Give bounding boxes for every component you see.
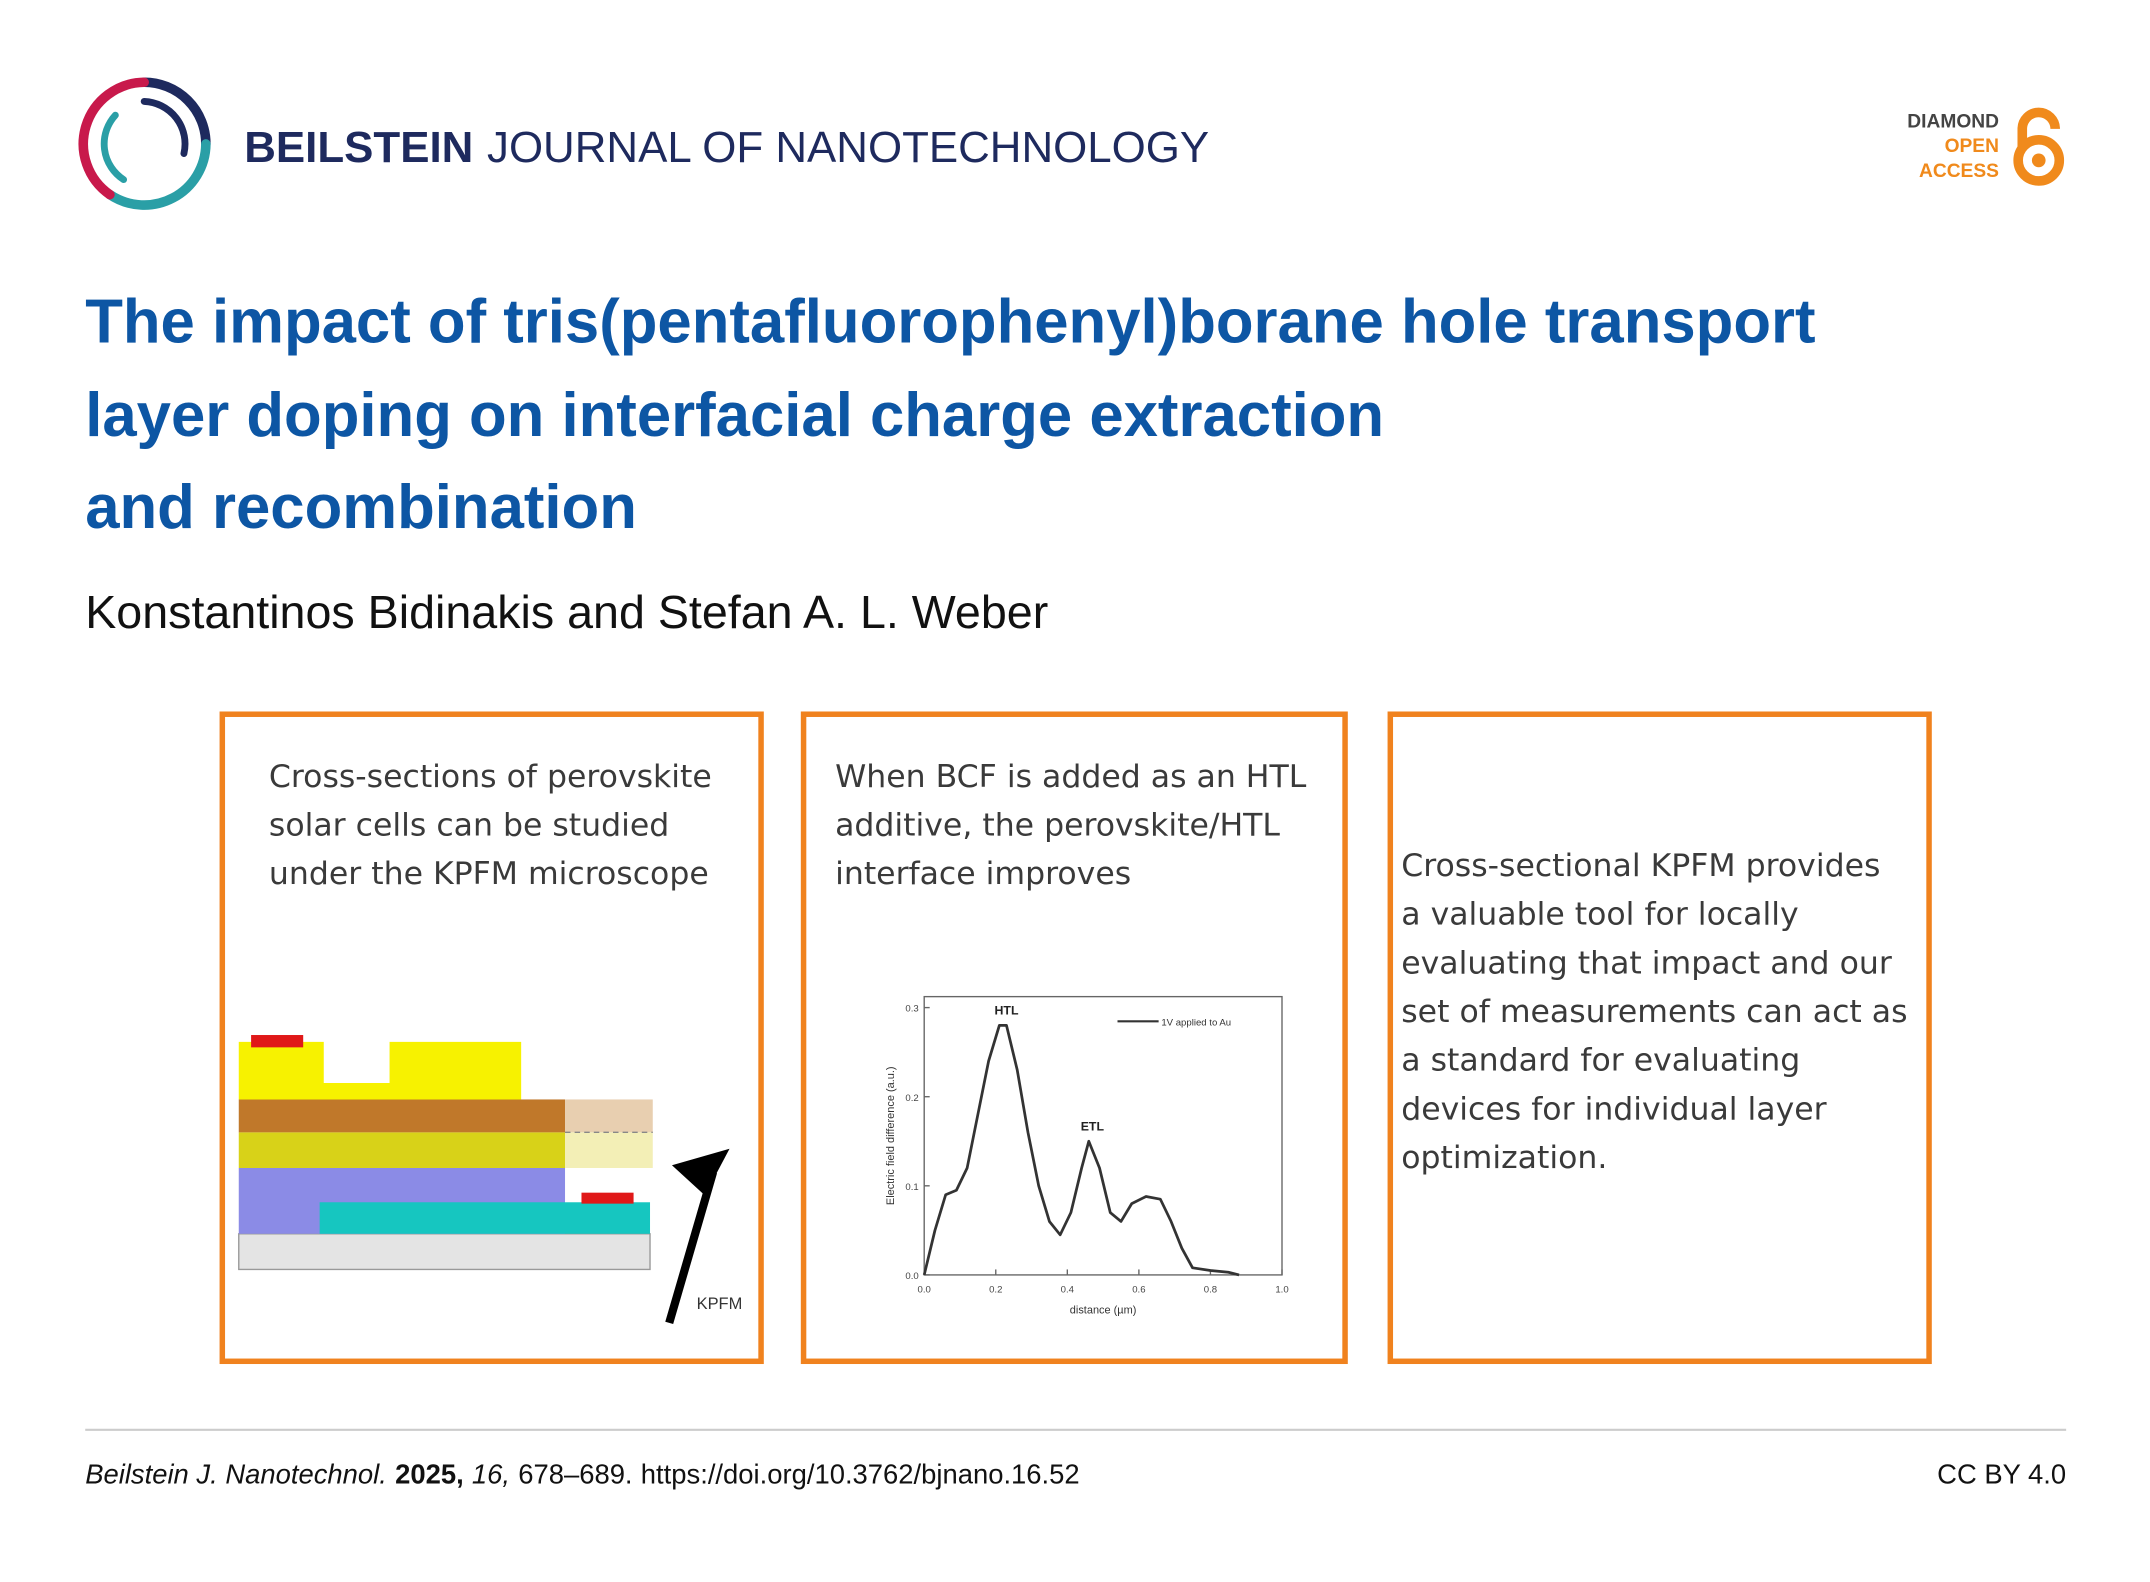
panel-text: Cross-sectional KPFM provides	[1401, 848, 1880, 884]
panel-text: optimization.	[1401, 1140, 1607, 1176]
device-layer	[565, 1132, 653, 1168]
x-tick-label: 0.6	[1132, 1285, 1145, 1296]
panel-text: additive, the perovskite/HTL	[835, 808, 1280, 844]
badge-text: OPEN	[1945, 136, 1999, 157]
panel-text: a standard for evaluating	[1401, 1043, 1800, 1079]
device-layer	[251, 1035, 304, 1048]
x-axis-label: distance (µm)	[1070, 1304, 1137, 1316]
panel-text: devices for individual layer	[1401, 1091, 1826, 1127]
panel-text: under the KPFM microscope	[269, 856, 709, 892]
citation-year: 2025,	[395, 1458, 464, 1489]
panel-text: evaluating that impact and our	[1401, 945, 1892, 981]
graphical-abstract: Cross-sections of perovskite solar cells …	[219, 711, 1932, 1365]
y-tick-label: 0.0	[905, 1271, 918, 1282]
citation-journal: Beilstein J. Nanotechnol.	[85, 1458, 387, 1489]
x-tick-label: 0.2	[989, 1285, 1002, 1296]
journal-logo	[78, 77, 211, 210]
annotation: ETL	[1081, 1119, 1105, 1133]
kpfm-cantilever	[665, 1170, 718, 1325]
device-layer	[238, 1099, 566, 1133]
x-tick-label: 0.0	[918, 1285, 931, 1296]
panel-text: interface improves	[835, 856, 1131, 892]
device-layer	[565, 1099, 653, 1133]
license: CC BY 4.0	[1937, 1458, 2066, 1489]
journal-bold: BEILSTEIN	[244, 123, 473, 172]
badge-text: ACCESS	[1919, 161, 1999, 182]
device-layer	[238, 1041, 522, 1100]
authors: Konstantinos Bidinakis and Stefan A. L. …	[85, 586, 1048, 638]
open-access-badge: DIAMOND OPEN ACCESS	[1907, 107, 2065, 186]
device-layer	[238, 1132, 566, 1168]
x-tick-label: 0.4	[1061, 1285, 1075, 1296]
journal-name: BEILSTEIN JOURNAL OF NANOTECHNOLOGY	[244, 123, 1209, 172]
y-tick-label: 0.2	[905, 1093, 918, 1104]
panel-text: set of measurements can act as	[1401, 994, 1907, 1030]
plot-frame	[923, 995, 1283, 1276]
panel-frame	[800, 711, 1348, 1365]
x-tick-label: 1.0	[1275, 1285, 1288, 1296]
x-tick-label: 0.8	[1204, 1285, 1217, 1296]
panel-text: When BCF is added as an HTL	[835, 759, 1307, 795]
citation: Beilstein J. Nanotechnol. 2025, 16, 678–689…	[85, 1458, 1079, 1489]
badge-text: DIAMOND	[1907, 111, 1999, 132]
annotation: HTL	[995, 1003, 1019, 1017]
data-line	[922, 1024, 1240, 1277]
citation-doi: https://doi.org/10.3762/bjnano.16.52	[641, 1458, 1080, 1489]
kpfm-tip	[671, 1148, 730, 1196]
title-line: layer doping on interfacial charge extra…	[85, 381, 1384, 450]
diagram-label: KPFM	[697, 1295, 743, 1313]
y-tick-label: 0.3	[905, 1004, 918, 1015]
device-layer	[319, 1202, 651, 1234]
title-line: The impact of tris(pentafluorophenyl)bor…	[85, 288, 1815, 357]
device-layer	[581, 1192, 634, 1204]
legend-label: 1V applied to Au	[1161, 1017, 1231, 1028]
panel-text: solar cells can be studied	[269, 808, 669, 844]
panel-text: Cross-sections of perovskite	[269, 759, 712, 795]
citation-pages: 678–689.	[518, 1458, 632, 1489]
journal-rest: JOURNAL OF NANOTECHNOLOGY	[487, 123, 1209, 172]
panel-text: a valuable tool for locally	[1401, 897, 1798, 933]
y-tick-label: 0.1	[905, 1182, 918, 1193]
y-axis-label: Electric field difference (a.u.)	[885, 1066, 897, 1205]
device-layer	[238, 1233, 651, 1271]
article-title: The impact of tris(pentafluorophenyl)bor…	[85, 288, 1815, 542]
citation-volume: 16,	[472, 1458, 510, 1489]
title-line: and recombination	[85, 473, 637, 542]
panel-frame	[1387, 711, 1932, 1365]
